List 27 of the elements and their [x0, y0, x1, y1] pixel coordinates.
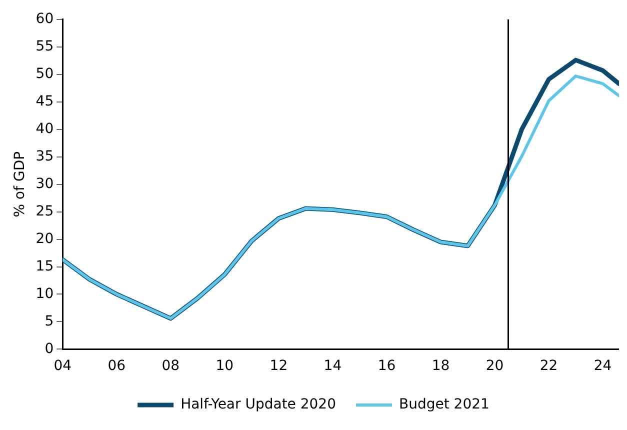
x-tick-label: 20 [486, 358, 504, 374]
y-tick-label: 60 [36, 11, 54, 28]
legend-label: Budget 2021 [398, 396, 490, 413]
x-tick-label: 18 [432, 358, 450, 374]
x-tick-label: 16 [378, 358, 396, 374]
y-tick-label: 0 [44, 340, 54, 357]
y-tick-label: 40 [36, 120, 54, 137]
y-tick-label: 55 [36, 38, 54, 55]
x-tick-label: 08 [162, 358, 180, 374]
y-tick-label: 15 [36, 258, 54, 274]
y-tick-label: 10 [36, 286, 54, 302]
y-tick-label: 50 [36, 66, 54, 82]
x-tick-label: 04 [54, 358, 72, 374]
legend-label: Half-Year Update 2020 [180, 396, 336, 413]
x-tick-label: 06 [108, 358, 126, 374]
y-axis-title: % of GDP [12, 151, 28, 218]
y-tick-label: 25 [36, 203, 54, 220]
x-tick-label: 22 [540, 358, 558, 374]
x-tick-label: 24 [594, 358, 612, 374]
x-tick-label: 14 [324, 358, 342, 374]
y-tick-label: 30 [36, 176, 54, 192]
y-tick-label: 35 [36, 148, 54, 164]
x-tick-label: 10 [216, 358, 234, 374]
x-tick-label: 12 [270, 358, 288, 374]
y-tick-label: 5 [44, 313, 54, 330]
y-tick-label: 45 [36, 93, 54, 110]
y-tick-label: 20 [36, 230, 54, 247]
